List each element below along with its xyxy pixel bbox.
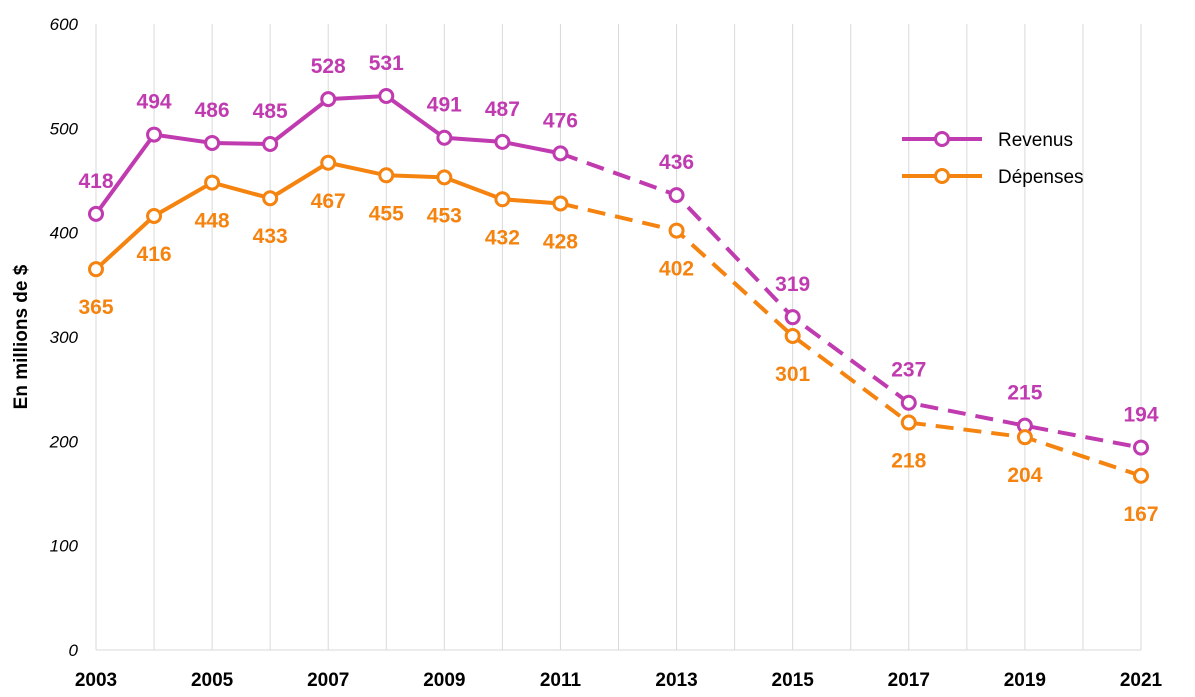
- data-label: 167: [1123, 503, 1158, 526]
- data-point: [88, 205, 104, 222]
- legend-swatch-marker: [934, 168, 950, 184]
- x-tick-label: 2015: [772, 670, 815, 691]
- legend-label: Revenus: [998, 130, 1073, 151]
- data-point: [88, 261, 104, 278]
- y-tick-label: 400: [50, 224, 79, 243]
- series-line-dashed: [559, 151, 1142, 450]
- data-point: [320, 154, 337, 171]
- data-label: 531: [369, 52, 404, 75]
- data-label: 486: [195, 99, 230, 122]
- data-label: 436: [659, 151, 694, 174]
- data-label: 365: [78, 296, 113, 319]
- legend: Revenus Dépenses: [902, 130, 1084, 188]
- y-axis-ticks: 0 100 200 300 400 500 600: [49, 15, 79, 660]
- data-label: 487: [485, 98, 520, 121]
- data-point: [146, 207, 163, 224]
- data-point: [784, 309, 801, 326]
- data-label: 218: [891, 450, 926, 473]
- y-tick-label: 0: [69, 641, 79, 660]
- data-label: 455: [369, 202, 404, 225]
- x-tick-label: 2009: [423, 670, 465, 691]
- data-point: [552, 195, 569, 212]
- data-labels: 418 494 486 485 528 531 491 487 476 436 319 237 215 1…: [78, 52, 1158, 526]
- x-tick-label: 2013: [655, 670, 697, 691]
- data-label: 194: [1123, 404, 1158, 427]
- data-label: 453: [427, 204, 462, 227]
- data-point: [668, 222, 685, 239]
- data-point: [436, 169, 453, 186]
- data-point: [146, 126, 163, 143]
- data-point: [204, 174, 221, 191]
- data-label: 237: [891, 359, 926, 382]
- data-label: 319: [775, 273, 810, 296]
- data-label: 418: [78, 170, 113, 193]
- data-label: 528: [311, 55, 346, 78]
- x-tick-label: 2005: [191, 670, 234, 691]
- data-point: [668, 187, 685, 204]
- legend-swatch-marker: [934, 131, 950, 147]
- x-tick-label: 2011: [540, 670, 582, 691]
- data-point: [262, 190, 279, 207]
- data-label: 467: [311, 190, 346, 213]
- data-point: [494, 191, 511, 208]
- data-label: 204: [1007, 464, 1042, 487]
- x-tick-label: 2003: [75, 670, 117, 691]
- data-label: 433: [253, 225, 288, 248]
- data-label: 476: [543, 109, 578, 132]
- data-label: 494: [137, 91, 172, 114]
- x-axis-ticks: 2003 2005 2007 2009 2011 2013 2015 2017 2019 2021: [75, 670, 1163, 691]
- data-point: [320, 91, 337, 108]
- y-tick-label: 600: [50, 15, 79, 34]
- data-point: [494, 133, 511, 150]
- data-point: [900, 394, 917, 411]
- data-label: 301: [775, 363, 810, 386]
- y-tick-label: 200: [49, 432, 79, 451]
- data-point: [262, 135, 279, 152]
- y-tick-label: 500: [50, 119, 79, 138]
- data-point: [1016, 429, 1033, 446]
- y-tick-label: 100: [50, 537, 79, 556]
- x-tick-label: 2007: [307, 670, 349, 691]
- data-label: 491: [427, 94, 462, 117]
- y-axis-label: En millions de $: [11, 264, 32, 409]
- data-label: 402: [659, 258, 694, 281]
- data-point: [378, 87, 395, 104]
- data-point: [1133, 467, 1149, 484]
- series-group: [88, 87, 1149, 484]
- data-point: [552, 145, 569, 162]
- x-tick-label: 2019: [1004, 670, 1046, 691]
- legend-label: Dépenses: [998, 167, 1084, 188]
- series-line-dashed: [559, 201, 1142, 478]
- data-point: [436, 129, 453, 146]
- data-point: [204, 134, 221, 151]
- data-point: [1133, 439, 1149, 456]
- data-point: [900, 414, 917, 431]
- y-tick-label: 300: [50, 328, 79, 347]
- x-tick-label: 2017: [888, 670, 930, 691]
- data-label: 448: [195, 210, 230, 233]
- data-label: 416: [137, 243, 172, 266]
- data-label: 432: [485, 226, 520, 249]
- data-point: [784, 327, 801, 344]
- data-label: 428: [543, 230, 578, 253]
- data-label: 215: [1007, 382, 1042, 405]
- data-label: 485: [253, 100, 288, 123]
- x-tick-label: 2021: [1120, 670, 1163, 691]
- data-point: [378, 167, 395, 184]
